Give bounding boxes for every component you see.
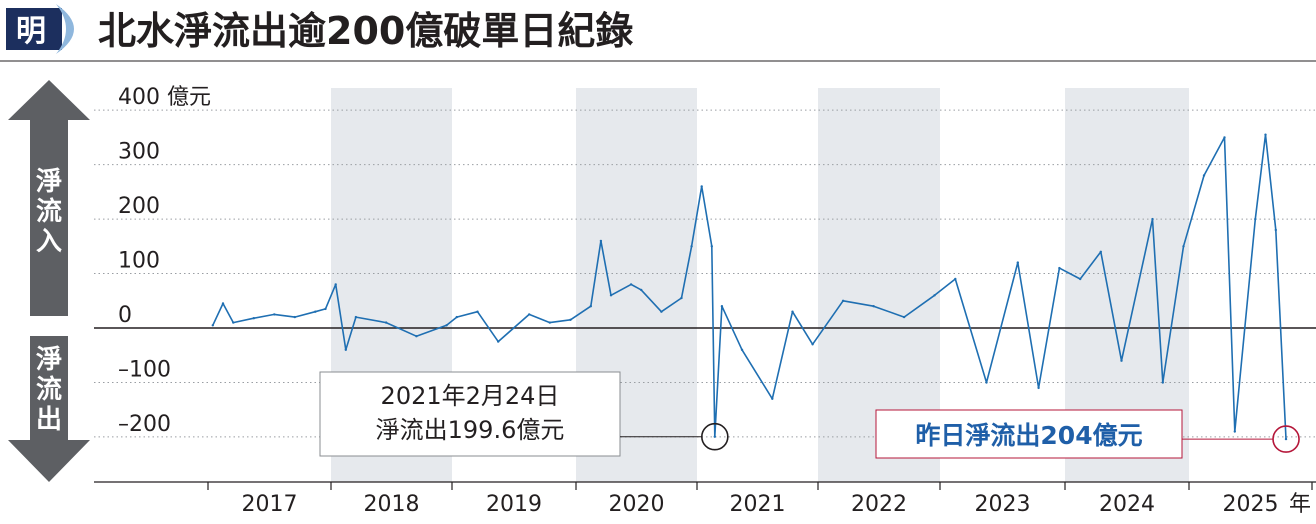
data-point [1254,217,1257,221]
data-point [589,305,592,308]
x-tick-label: 2018 [364,492,420,517]
annotation-text: 淨流出199.6億元 [376,416,565,444]
data-point [933,294,936,297]
data-point [954,277,957,281]
y-tick-label: 100 [118,249,160,274]
data-point [791,310,794,313]
data-point [334,283,337,286]
inflow-arrow: 淨流入 [8,80,90,316]
data-point [252,317,255,320]
data-point [902,315,906,319]
data-point [211,324,214,327]
series-line [212,133,1287,440]
data-point [740,348,744,351]
x-tick-label: 2025 [1223,492,1279,517]
gridlines [94,109,1316,438]
inflow-label: 淨流入 [36,167,62,257]
data-point [1264,133,1267,136]
x-unit-label: 年 [1289,492,1311,517]
outflow-arrow: 淨流出 [8,336,90,482]
data-point [599,239,603,243]
data-point [609,294,613,297]
data-point [771,397,774,400]
data-point [1202,174,1206,177]
data-point [1182,245,1185,248]
x-tick-label: 2024 [1099,492,1155,517]
y-tick-label: –200 [118,412,171,437]
annotation-box [875,409,1183,459]
data-point [1284,437,1288,441]
data-point [1233,430,1237,433]
data-point [344,348,347,351]
header: 明 北水淨流出逾200億破單日紀錄 [0,4,1316,62]
data-point [455,315,458,319]
data-point [528,313,531,316]
annotation-text: 2021年2月24日 [381,382,560,410]
x-tick-label: 2022 [851,492,907,517]
data-point [1079,277,1082,281]
data-point [629,283,633,286]
data-point [640,288,643,292]
data-point [273,313,276,316]
y-axis: 400 億元 300 200 100 0 –100 –200 [118,85,211,437]
data-point [690,245,693,248]
data-point [293,315,296,319]
outflow-label: 淨流出 [36,345,62,435]
data-point [660,310,663,313]
data-point [1099,250,1103,253]
data-point [1120,359,1123,362]
data-point [1037,386,1040,390]
y-tick-label: 300 [118,140,160,165]
y-tick-label: –100 [118,357,171,382]
data-point [1161,381,1165,384]
data-point [384,321,388,324]
data-point [720,305,724,308]
x-tick-label: 2019 [486,492,542,517]
y-tick-label: 200 [118,194,160,219]
data-point [445,324,448,327]
data-point [1016,261,1019,264]
chart-title: 北水淨流出逾200億破單日紀錄 [98,9,633,53]
data-point [324,307,327,311]
data-point [221,302,225,305]
data-point [1151,217,1154,221]
data-point [314,310,317,313]
x-tick-label: 2021 [730,492,786,517]
logo-badge: 明 [6,4,74,54]
data-point [476,310,479,313]
data-point [1274,228,1278,232]
data-point [841,299,845,302]
data-point [700,185,703,188]
data-point [680,296,683,300]
series [211,133,1288,441]
x-tick-label: 2017 [242,492,298,517]
data-point [497,340,500,343]
data-point [569,318,572,321]
x-tick-label: 2020 [609,492,665,517]
data-point [713,435,716,438]
data-point [1058,266,1061,270]
data-point [872,305,875,308]
data-point [1223,136,1226,139]
y-tick-label: 0 [118,303,132,328]
data-point [710,245,713,248]
y-tick-label: 400 億元 [118,85,211,110]
data-point [985,381,988,384]
data-point [548,321,551,324]
x-axis: 2017 2018 2019 2020 2021 2022 2023 2024 2025 年 [94,481,1316,517]
logo-char: 明 [16,14,46,49]
data-point [415,335,418,338]
annotation-text: 昨日淨流出204億元 [915,421,1142,450]
data-point [811,343,814,346]
annotation-box [319,371,621,457]
data-point [354,315,358,319]
data-point [232,321,235,324]
x-tick-label: 2023 [975,492,1031,517]
